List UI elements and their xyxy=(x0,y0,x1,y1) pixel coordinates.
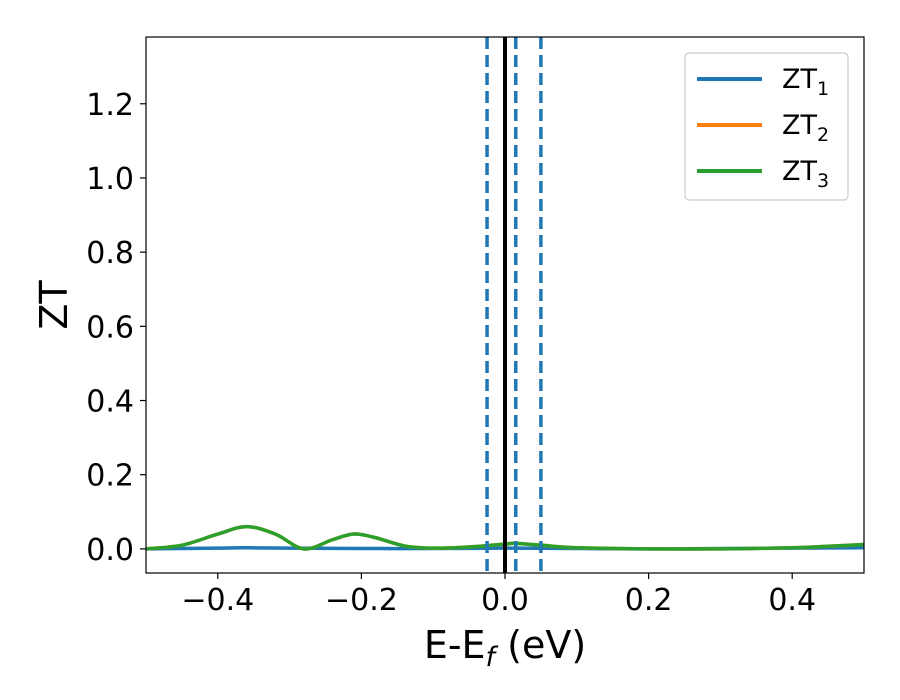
legend-label-1: ZT1 xyxy=(782,64,829,100)
x-tick-label: −0.2 xyxy=(325,583,398,618)
legend-item-2: ZT2 xyxy=(697,110,829,146)
series-line-3 xyxy=(146,524,864,551)
y-tick-label: 0.4 xyxy=(86,385,134,420)
y-tick-label: 1.2 xyxy=(86,88,134,123)
x-tick-label: 0.2 xyxy=(625,583,673,618)
legend: ZT1 ZT2 ZT3 xyxy=(684,52,849,201)
y-axis-title: ZT xyxy=(32,280,76,330)
legend-label-2: ZT2 xyxy=(782,110,829,146)
y-tick-label: 0.0 xyxy=(86,533,134,568)
y-tick-label: 0.2 xyxy=(86,459,134,494)
axes: −0.4 −0.2 0.0 0.2 0.4 0.0 0.2 0.4 0.6 0.8 1.0 1.2 xyxy=(86,36,865,618)
plot-area xyxy=(146,37,864,573)
y-tick-label: 0.6 xyxy=(86,310,134,345)
legend-label-3: ZT3 xyxy=(782,156,829,192)
x-tick-label: 0.4 xyxy=(768,583,816,618)
x-tick-label: −0.4 xyxy=(181,583,254,618)
x-axis-title: E-Ef (eV) xyxy=(424,623,586,673)
y-tick-label: 0.8 xyxy=(86,236,134,271)
legend-item-1: ZT1 xyxy=(697,64,829,100)
legend-frame xyxy=(684,52,849,201)
y-tick-label: 1.0 xyxy=(86,162,134,197)
legend-item-3: ZT3 xyxy=(697,156,829,192)
x-tick-label: 0.0 xyxy=(481,583,529,618)
